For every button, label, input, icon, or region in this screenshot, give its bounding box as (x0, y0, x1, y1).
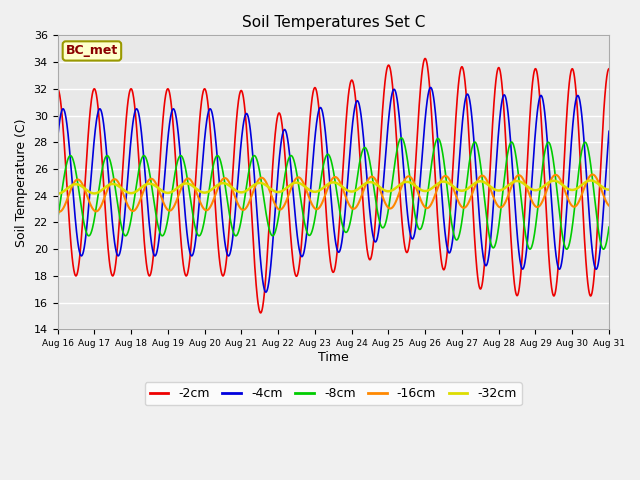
-16cm (322, 190, 330, 196)
-32cm (82, 186, 90, 192)
-32cm (587, 178, 595, 183)
-32cm (589, 178, 597, 184)
-4cm (262, 289, 269, 295)
-8cm (488, 244, 496, 250)
-4cm (589, 256, 597, 262)
-16cm (56, 209, 63, 215)
-16cm (605, 203, 613, 208)
-2cm (54, 86, 61, 92)
-32cm (322, 183, 330, 189)
Line: -8cm: -8cm (58, 138, 609, 249)
-8cm (82, 228, 90, 233)
-32cm (605, 187, 613, 192)
-4cm (307, 177, 315, 183)
-8cm (307, 231, 315, 237)
-2cm (605, 66, 613, 72)
-2cm (421, 56, 429, 61)
Y-axis label: Soil Temperature (C): Soil Temperature (C) (15, 118, 28, 247)
Text: BC_met: BC_met (66, 45, 118, 58)
-16cm (589, 172, 596, 178)
-2cm (307, 102, 315, 108)
-4cm (322, 135, 330, 141)
-2cm (589, 282, 597, 288)
-8cm (605, 224, 613, 230)
-8cm (322, 154, 330, 160)
Line: -16cm: -16cm (58, 175, 609, 212)
-2cm (488, 126, 496, 132)
Title: Soil Temperatures Set C: Soil Temperatures Set C (241, 15, 425, 30)
-4cm (589, 258, 597, 264)
Line: -2cm: -2cm (58, 59, 609, 313)
Legend: -2cm, -4cm, -8cm, -16cm, -32cm: -2cm, -4cm, -8cm, -16cm, -32cm (145, 383, 522, 406)
-8cm (54, 216, 61, 222)
-8cm (600, 246, 607, 252)
-2cm (589, 279, 597, 285)
-4cm (488, 217, 496, 223)
Line: -4cm: -4cm (58, 87, 609, 292)
-2cm (257, 310, 264, 316)
-8cm (589, 181, 597, 187)
-16cm (82, 190, 90, 195)
-2cm (322, 206, 330, 212)
-16cm (54, 208, 61, 214)
-32cm (54, 191, 61, 197)
-8cm (397, 135, 405, 141)
-32cm (488, 185, 495, 191)
-16cm (307, 200, 315, 206)
X-axis label: Time: Time (318, 351, 349, 364)
-32cm (589, 178, 597, 184)
-16cm (488, 191, 496, 196)
-4cm (82, 235, 90, 240)
-32cm (307, 188, 315, 194)
-16cm (589, 172, 597, 178)
-4cm (605, 129, 613, 134)
-8cm (589, 183, 597, 189)
-16cm (589, 172, 597, 178)
-4cm (427, 84, 435, 90)
-2cm (82, 170, 90, 176)
-4cm (54, 136, 61, 142)
Line: -32cm: -32cm (58, 180, 609, 194)
